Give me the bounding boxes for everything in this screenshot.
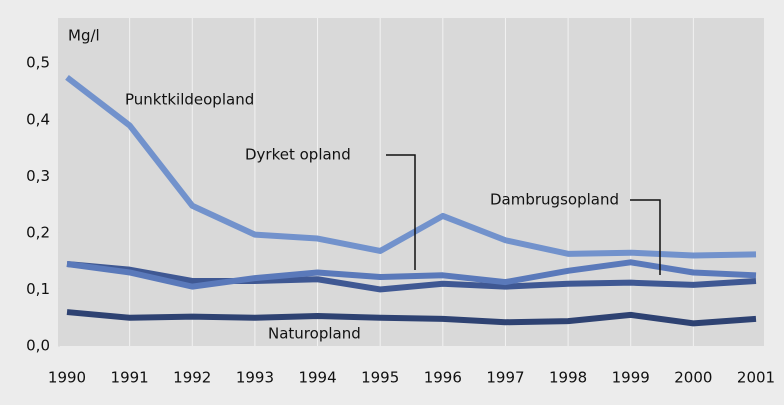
series-label: Dambrugsopland <box>490 191 619 209</box>
series-line <box>66 309 757 327</box>
x-tick-label: 1991 <box>111 369 149 387</box>
series-label: Naturopland <box>268 325 361 343</box>
x-tick-label: 1995 <box>361 369 399 387</box>
leader-line <box>386 154 416 270</box>
x-tick-label: 1998 <box>549 369 587 387</box>
x-tick-label: 1996 <box>424 369 462 387</box>
y-tick-label: 0,4 <box>26 110 50 128</box>
lines <box>65 74 757 327</box>
x-tick-label: 1997 <box>486 369 524 387</box>
x-tick-label: 1990 <box>48 369 86 387</box>
x-tick-label: 1993 <box>236 369 274 387</box>
y-tick-label: 0,1 <box>26 280 50 298</box>
plot-area <box>58 18 764 346</box>
leader-line <box>630 199 661 275</box>
y-tick-label: 0,3 <box>26 167 50 185</box>
series-line <box>65 74 757 259</box>
y-axis-label: Mg/l <box>68 27 100 45</box>
x-tick-label: 2001 <box>737 369 775 387</box>
x-tick-label: 2000 <box>674 369 712 387</box>
y-tick-label: 0,2 <box>26 223 50 241</box>
x-tick-label: 1992 <box>173 369 211 387</box>
annotations: Punktkildeopland Dyrket opland Dambrugso… <box>125 91 661 343</box>
grid <box>58 18 694 347</box>
y-tick-label: 0,5 <box>26 54 50 72</box>
series-label: Punktkildeopland <box>125 91 254 109</box>
x-tick-label: 1999 <box>612 369 650 387</box>
y-tick-label: 0,0 <box>26 337 50 355</box>
x-tick-label: 1994 <box>298 369 336 387</box>
series-label: Dyrket opland <box>245 146 351 164</box>
series-line <box>66 259 757 290</box>
series-line <box>66 261 757 293</box>
